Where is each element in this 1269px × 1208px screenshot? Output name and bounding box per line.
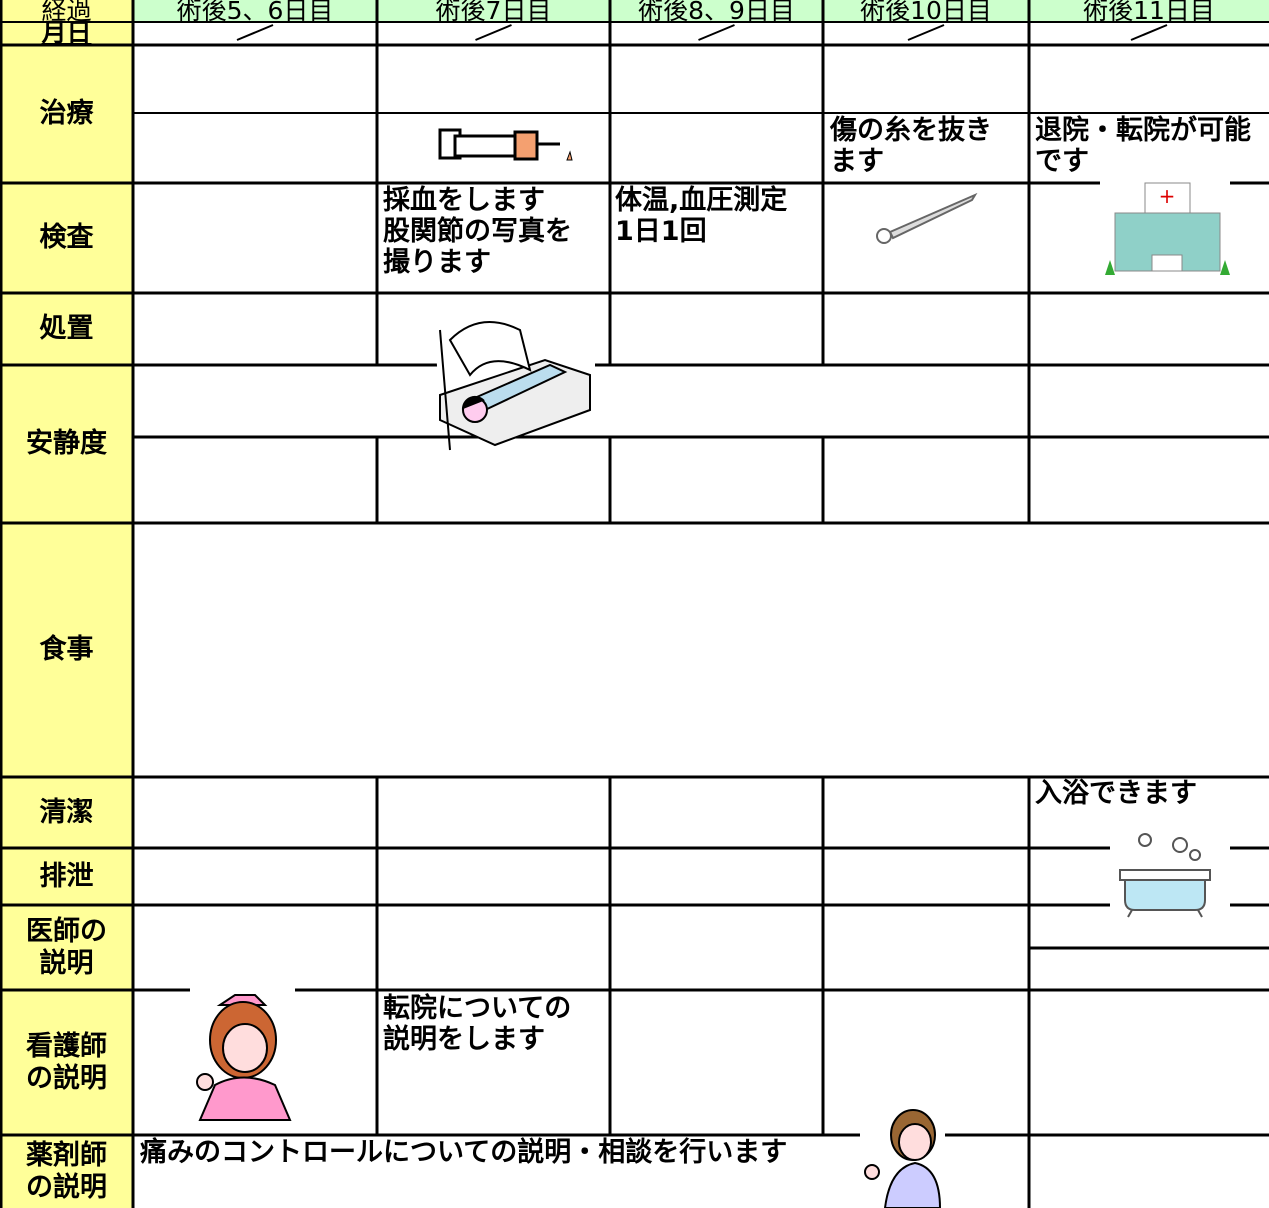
header-bg bbox=[133, 0, 1269, 22]
cell-note: 痛みのコントロールについての説明・相談を行います bbox=[140, 1137, 788, 1168]
tweezers-icon bbox=[876, 192, 978, 244]
cell-note: 傷の糸を抜き ます bbox=[830, 115, 992, 177]
row-label: 薬剤師 の説明 bbox=[26, 1139, 107, 1203]
cell-note: 転院についての 説明をします bbox=[383, 993, 572, 1055]
header-cell: 術後5、6日目 bbox=[176, 0, 334, 25]
syringe-icon bbox=[438, 128, 573, 161]
header-cell: 術後11日目 bbox=[1083, 0, 1215, 25]
svg-text:+: + bbox=[1159, 184, 1176, 208]
row-label: 看護師 の説明 bbox=[26, 1030, 107, 1094]
header-cell: 術後8、9日目 bbox=[638, 0, 795, 25]
row-label: 処置 bbox=[39, 313, 94, 344]
cell-note: 体温,血圧測定 1日1回 bbox=[615, 185, 788, 247]
header-cell: 術後10日目 bbox=[860, 0, 992, 25]
row-label: 排泄 bbox=[39, 860, 94, 892]
header-cell: 術後7日目 bbox=[435, 0, 552, 25]
row-label: 医師の 説明 bbox=[26, 915, 107, 979]
cell-note: 入浴できます bbox=[1035, 778, 1197, 809]
nurse-icon bbox=[190, 985, 295, 1130]
date-slash bbox=[236, 24, 274, 41]
cell-note: 退院・転院が可能 です bbox=[1035, 115, 1251, 177]
row-label: 治療 bbox=[39, 98, 94, 129]
date-slash bbox=[1130, 24, 1168, 41]
hospital-icon: + bbox=[1100, 180, 1230, 290]
row-label: 安静度 bbox=[26, 428, 107, 459]
row-label: 食事 bbox=[39, 634, 94, 665]
date-slash bbox=[907, 24, 945, 41]
bathtub-icon bbox=[1110, 825, 1230, 920]
row-label: 清潔 bbox=[39, 796, 94, 828]
date-label: 月日 bbox=[41, 18, 92, 47]
date-slash bbox=[698, 24, 735, 41]
xray-patient-icon bbox=[435, 310, 595, 451]
date-slash bbox=[475, 24, 512, 41]
header-cell: 経過 bbox=[41, 0, 92, 25]
row-label: 検査 bbox=[39, 222, 94, 253]
label-col-bg bbox=[0, 0, 133, 1208]
cell-note: 採血をします 股関節の写真を 撮ります bbox=[383, 185, 572, 278]
pharmacist-icon bbox=[860, 1105, 945, 1208]
